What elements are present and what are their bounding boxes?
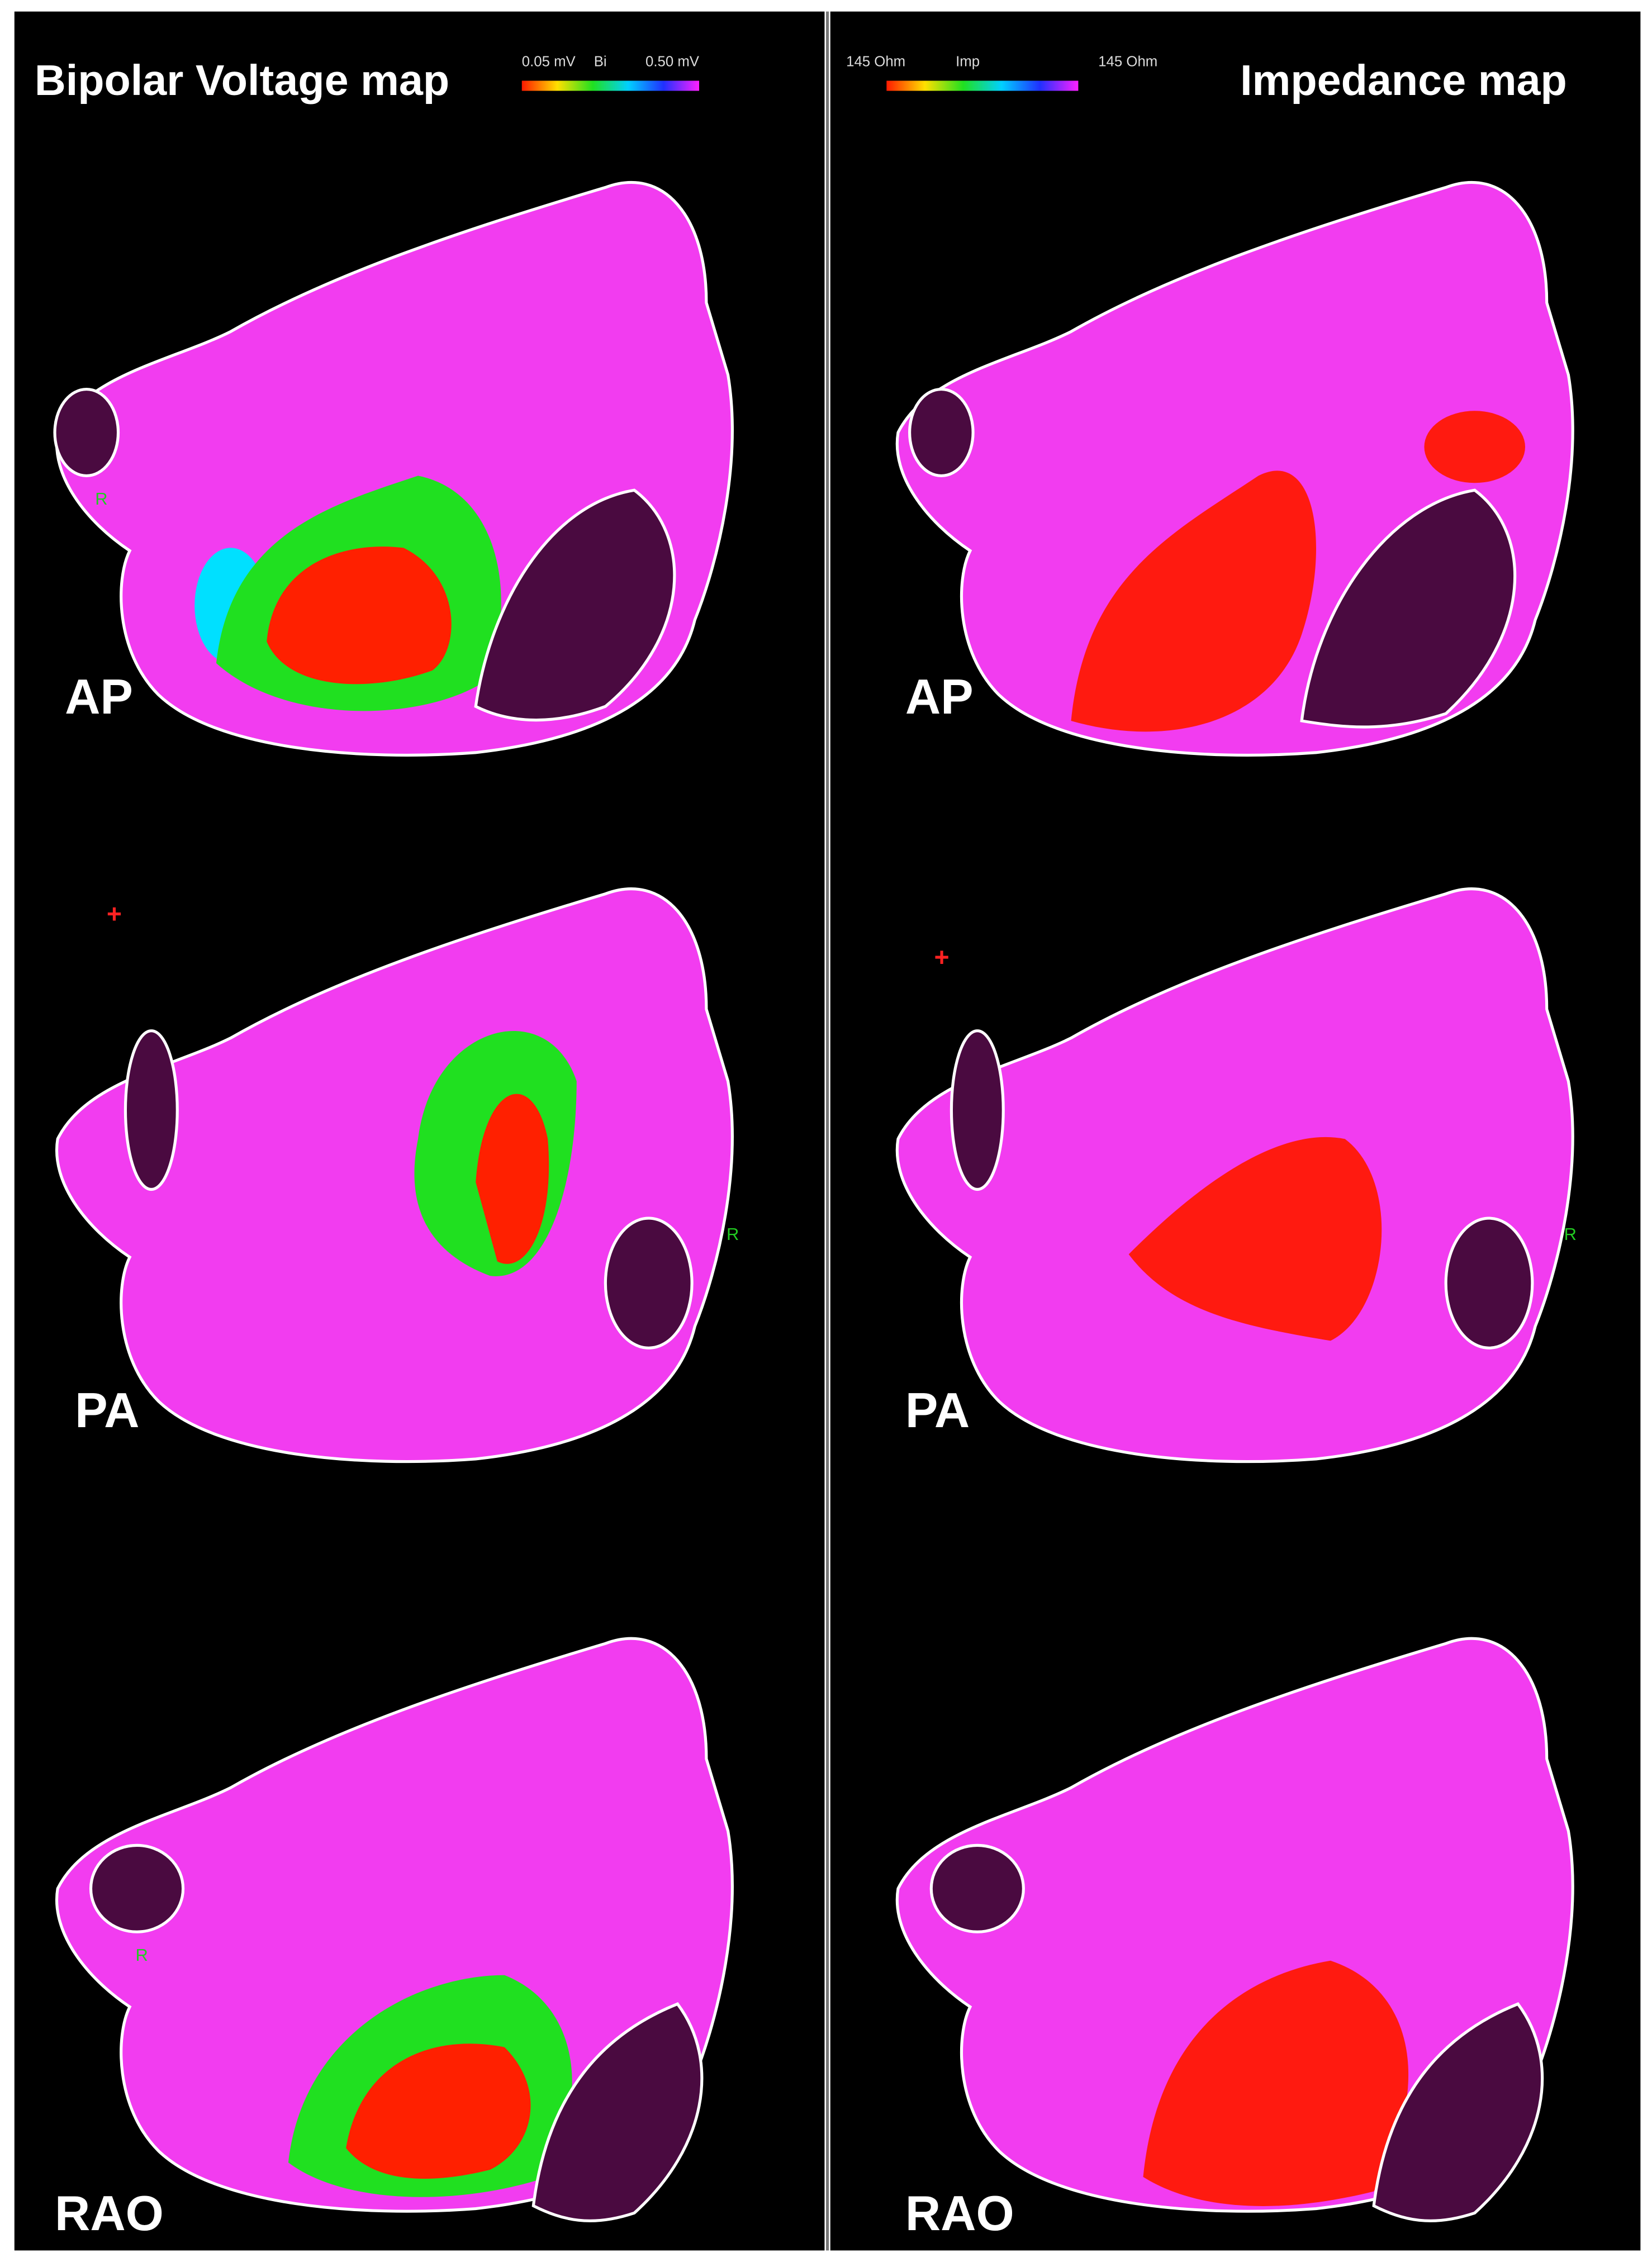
map-ap-impedance xyxy=(897,182,1573,755)
valve xyxy=(53,388,120,477)
marker: + xyxy=(107,899,122,928)
map-pa-impedance: + R xyxy=(897,889,1577,1462)
left-title: Bipolar Voltage map xyxy=(35,56,449,104)
low-impedance-zone xyxy=(1143,1960,1409,2206)
view-label: PA xyxy=(75,1383,139,1438)
valve xyxy=(124,1029,179,1191)
valve xyxy=(474,488,676,722)
view-label: RAO xyxy=(905,2186,1014,2241)
colorbar-min: 145 Ohm xyxy=(846,54,905,70)
valve xyxy=(1300,488,1517,729)
marker: R xyxy=(95,489,107,509)
valve xyxy=(929,1843,1025,1933)
view-label: RAO xyxy=(55,2186,164,2241)
view-label: PA xyxy=(905,1383,970,1438)
valve xyxy=(531,2002,704,2222)
marker: R xyxy=(135,1945,148,1965)
low-impedance-zone xyxy=(1071,471,1316,732)
right-title: Impedance map xyxy=(1240,56,1567,104)
marker: R xyxy=(727,1224,739,1244)
valve xyxy=(950,1029,1005,1191)
low-impedance-zone xyxy=(1424,411,1526,483)
colorbar xyxy=(521,80,700,91)
map-rao-voltage: R xyxy=(57,1638,733,2222)
valve xyxy=(1372,2002,1544,2222)
colorbar xyxy=(886,80,1079,91)
scar-zone xyxy=(267,547,452,685)
marker: R xyxy=(1564,1224,1577,1244)
colorbar-min: 0.05 mV xyxy=(522,54,576,70)
valve xyxy=(89,1843,185,1933)
map-pa-voltage: + R xyxy=(57,889,739,1462)
low-impedance-zone xyxy=(1128,1137,1382,1341)
map-rao-impedance xyxy=(897,1638,1573,2222)
colorbar-max: 145 Ohm xyxy=(1098,54,1157,70)
scar-zone xyxy=(476,1094,549,1264)
view-label: AP xyxy=(905,669,974,724)
marker: + xyxy=(934,943,949,972)
scar-zone xyxy=(346,2044,531,2179)
valve xyxy=(908,388,975,477)
colorbar-name: Imp xyxy=(956,54,980,70)
valve xyxy=(1444,1216,1534,1349)
colorbar-name: Bi xyxy=(594,54,607,70)
valve xyxy=(604,1216,694,1349)
map-ap-voltage: R xyxy=(53,182,732,755)
colorbar-max: 0.50 mV xyxy=(645,54,700,70)
view-label: AP xyxy=(65,669,133,724)
